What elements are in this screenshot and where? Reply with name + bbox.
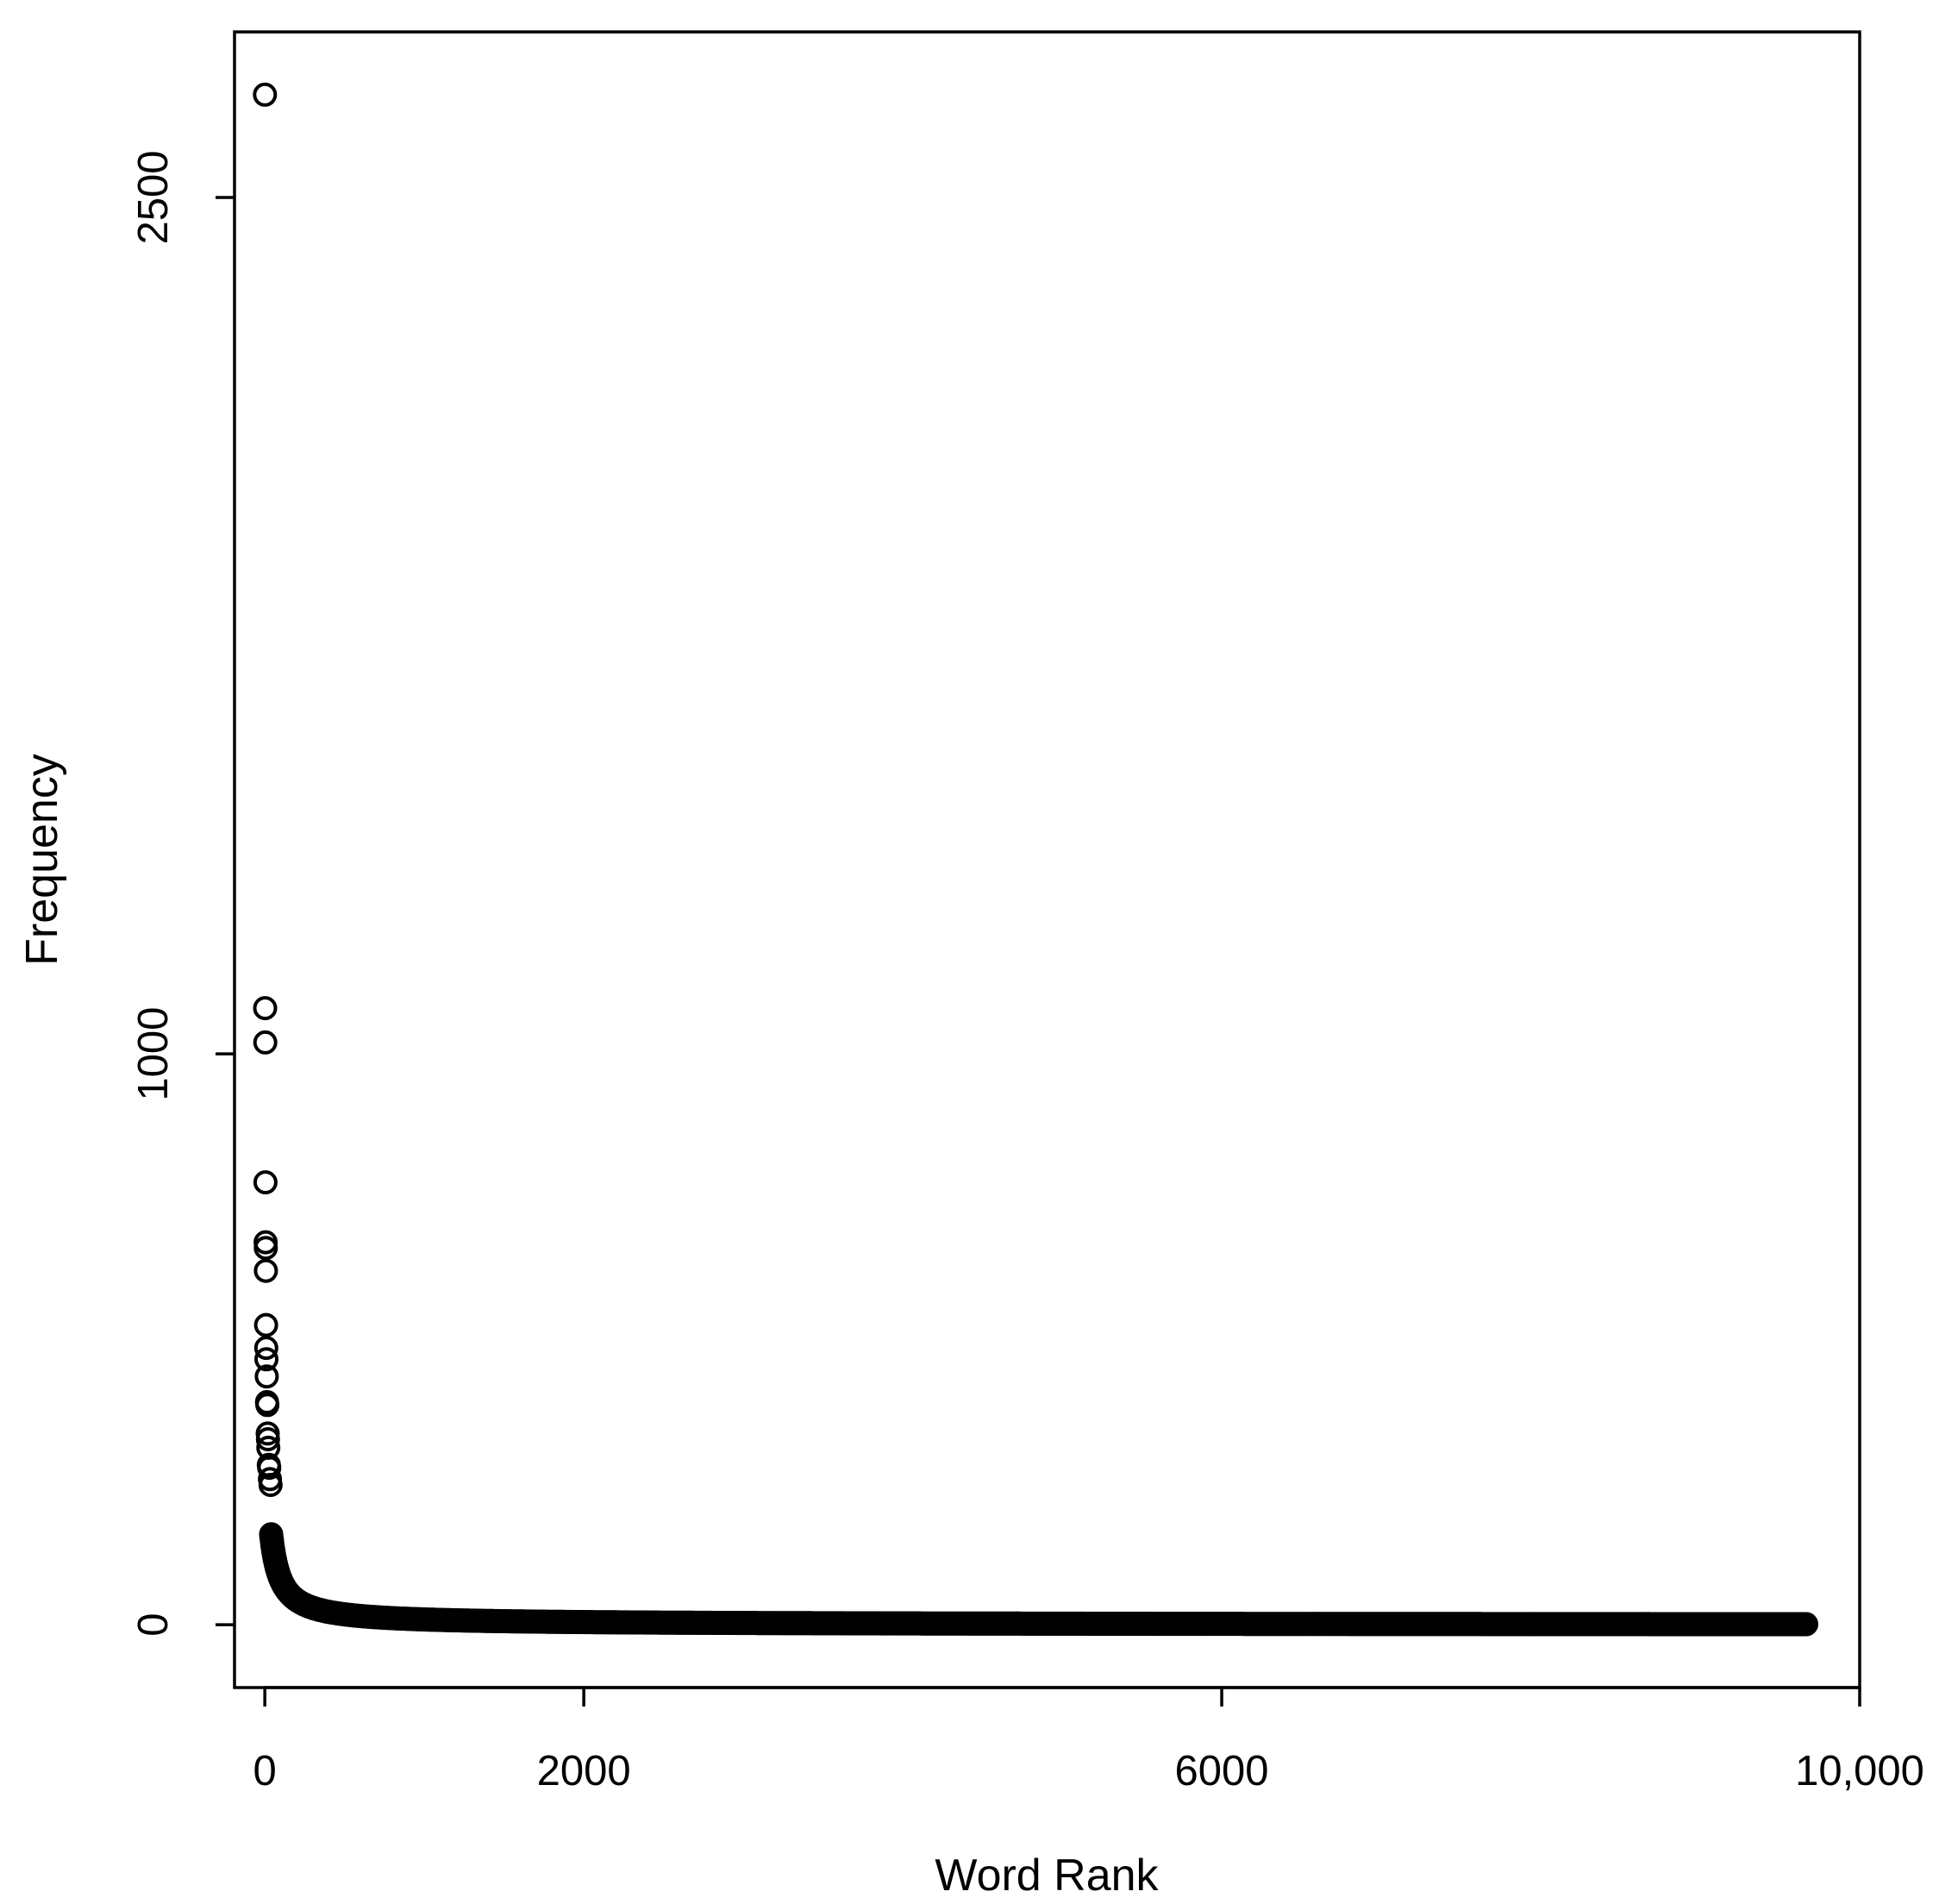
data-point: [253, 1258, 278, 1283]
data-point: [253, 82, 278, 107]
x-tick-label: 6000: [1175, 1748, 1269, 1794]
data-point: [253, 996, 278, 1021]
data-point: [253, 1030, 278, 1055]
y-axis: 0 1000 2500: [130, 150, 235, 1637]
data-point: [254, 1347, 278, 1372]
data-point: [257, 1456, 282, 1481]
data-point: [254, 1364, 279, 1389]
y-tick-label: 1000: [130, 1007, 177, 1101]
y-axis-label: Frequency: [17, 754, 67, 966]
data-point: [253, 1170, 278, 1195]
x-axis: 0 2000 6000 10,000: [253, 1686, 1924, 1794]
x-tick-label: 10,000: [1795, 1748, 1924, 1794]
x-tick-label: 0: [253, 1748, 277, 1794]
data-point: [255, 1393, 280, 1418]
data-points: [253, 82, 1818, 1637]
data-point: [258, 1473, 283, 1497]
x-axis-label: Word Rank: [935, 1851, 1159, 1901]
x-tick-label: 2000: [537, 1748, 631, 1794]
data-point: [1794, 1612, 1818, 1637]
data-point: [253, 1312, 278, 1337]
y-tick-label: 2500: [130, 150, 177, 244]
data-point: [253, 1336, 278, 1361]
data-point: [255, 1427, 280, 1451]
plot-frame: [233, 30, 1861, 1689]
y-tick-label: 0: [130, 1613, 177, 1637]
data-point: [253, 1236, 278, 1261]
